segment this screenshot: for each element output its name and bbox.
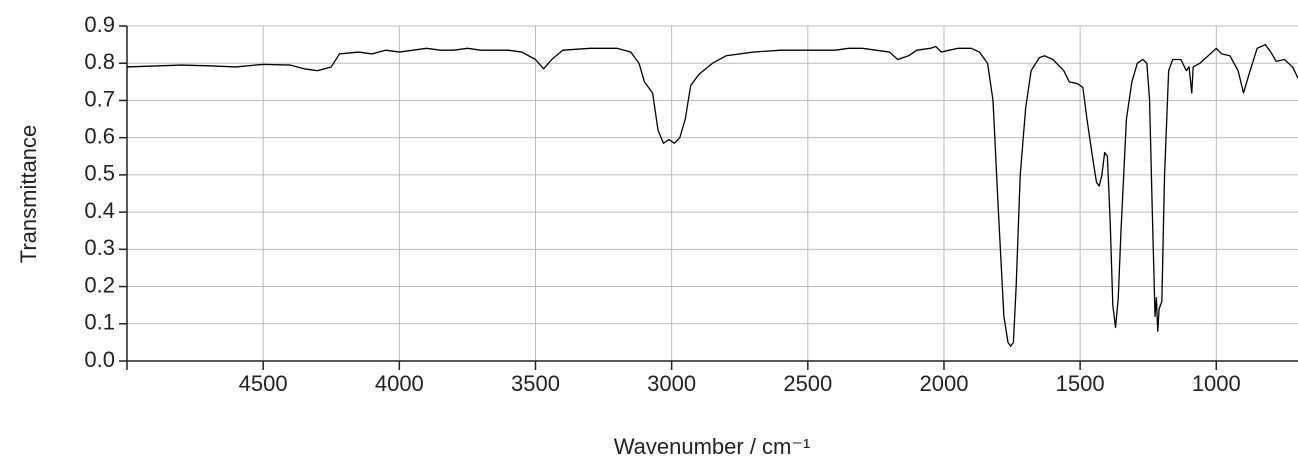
x-tick-label: 3500 bbox=[511, 371, 560, 396]
y-tick-label: 0.0 bbox=[84, 347, 115, 372]
y-tick-label: 0.3 bbox=[84, 235, 115, 260]
y-tick-label: 0.9 bbox=[84, 12, 115, 37]
y-tick-label: 0.5 bbox=[84, 161, 115, 186]
x-axis-label: Wavenumber / cm⁻¹ bbox=[614, 434, 811, 459]
y-axis-label: Transmittance bbox=[16, 125, 41, 264]
spectrum-line bbox=[126, 43, 1298, 347]
x-tick-label: 1000 bbox=[1192, 371, 1241, 396]
x-tick-label: 2000 bbox=[920, 371, 969, 396]
y-tick-label: 0.2 bbox=[84, 272, 115, 297]
x-tick-label: 3000 bbox=[647, 371, 696, 396]
y-tick-label: 0.4 bbox=[84, 198, 115, 223]
y-tick-label: 0.7 bbox=[84, 86, 115, 111]
y-tick-label: 0.8 bbox=[84, 49, 115, 74]
x-tick-label: 4000 bbox=[375, 371, 424, 396]
x-tick-label: 2500 bbox=[783, 371, 832, 396]
y-tick-label: 0.1 bbox=[84, 310, 115, 335]
x-tick-label: 4500 bbox=[239, 371, 288, 396]
y-tick-label: 0.6 bbox=[84, 123, 115, 148]
x-tick-label: 1500 bbox=[1056, 371, 1105, 396]
